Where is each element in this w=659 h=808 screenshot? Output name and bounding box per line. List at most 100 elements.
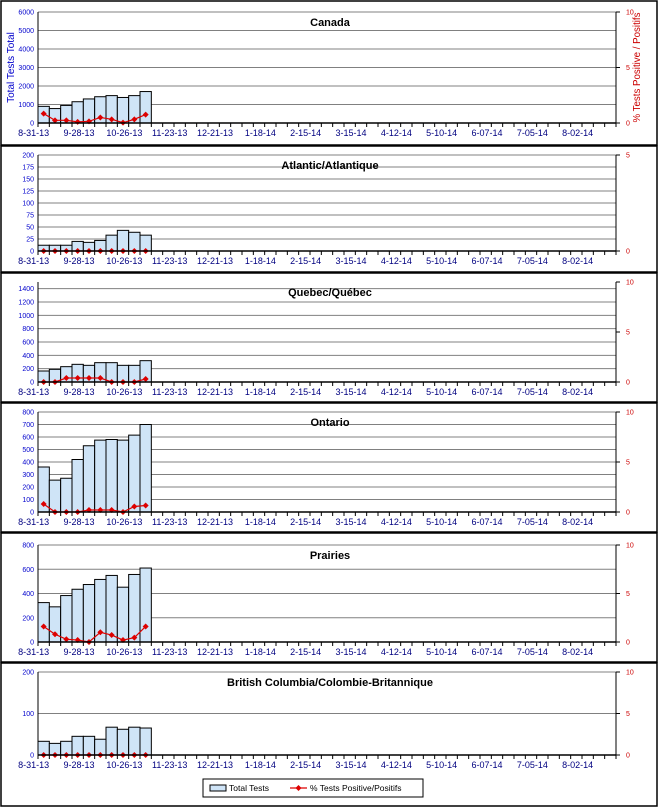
legend: Total Tests % Tests Positive/Positifs xyxy=(202,778,424,798)
y-tick-label: 500 xyxy=(22,447,34,454)
y-tick-label: 800 xyxy=(22,410,34,417)
point-pct-positive xyxy=(63,375,70,381)
panel-frame xyxy=(0,145,658,273)
x-tick-label: 7-05-14 xyxy=(517,760,548,770)
y-tick-label: 700 xyxy=(22,422,34,429)
point-pct-positive xyxy=(40,623,47,630)
y-tick-label: 300 xyxy=(22,472,34,479)
x-tick-label: 12-21-13 xyxy=(197,760,233,770)
x-tick-label: 8-02-14 xyxy=(562,387,593,397)
y-tick-label: 600 xyxy=(22,340,34,347)
x-tick-label: 11-23-13 xyxy=(152,128,187,138)
x-tick-label: 4-12-14 xyxy=(381,256,412,266)
bar-total-tests xyxy=(48,479,62,513)
y-tick-label: 600 xyxy=(22,435,34,442)
y-tick-label: 125 xyxy=(22,189,34,196)
x-tick-label: 7-05-14 xyxy=(517,256,548,266)
y2-tick-label: 0 xyxy=(626,121,630,128)
y2-tick-label: 10 xyxy=(626,543,634,550)
panel-title: Quebec/Québec xyxy=(288,287,372,299)
y-tick-label: 200 xyxy=(22,366,34,373)
bar-total-tests xyxy=(82,445,96,513)
y2-tick-label: 0 xyxy=(626,380,630,387)
bar-total-tests xyxy=(60,595,73,643)
x-tick-label: 4-12-14 xyxy=(381,647,412,657)
y-tick-label: 1200 xyxy=(18,300,34,307)
y-tick-label: 0 xyxy=(30,380,34,387)
y-tick-label: 175 xyxy=(22,165,34,172)
y2-tick-label: 5 xyxy=(626,153,630,160)
x-tick-label: 3-15-14 xyxy=(335,256,366,266)
y-tick-label: 0 xyxy=(30,640,34,647)
x-tick-label: 1-18-14 xyxy=(245,387,276,397)
x-tick-label: 11-23-13 xyxy=(152,760,187,770)
x-tick-label: 2-15-14 xyxy=(290,256,321,266)
x-tick-label: 8-31-13 xyxy=(18,647,49,657)
point-pct-positive xyxy=(142,502,149,509)
x-tick-label: 3-15-14 xyxy=(335,128,366,138)
x-tick-label: 6-07-14 xyxy=(471,760,502,770)
point-pct-positive xyxy=(63,117,70,124)
y-tick-label: 0 xyxy=(30,510,34,517)
panel-quebec-qu-bec: 0 200 400 600 800 1000 1200 1400 0 5 10 8-31-13 9-28… xyxy=(0,272,658,403)
x-tick-label: 1-18-14 xyxy=(245,647,276,657)
x-tick-label: 8-31-13 xyxy=(18,517,49,527)
y-tick-label: 400 xyxy=(22,353,34,360)
x-tick-label: 7-05-14 xyxy=(517,128,548,138)
y2-tick-label: 0 xyxy=(626,510,630,517)
bar-total-tests xyxy=(116,439,130,513)
panel-frame xyxy=(0,272,658,403)
point-pct-positive xyxy=(52,117,58,124)
x-tick-label: 8-31-13 xyxy=(18,128,49,138)
y2-tick-label: 0 xyxy=(626,640,630,647)
x-tick-label: 2-15-14 xyxy=(290,128,321,138)
line-pct-positive xyxy=(43,625,147,643)
point-pct-positive xyxy=(52,631,58,638)
y2-axis-title: % Tests Positive / Positifs xyxy=(632,13,643,123)
panel-frame xyxy=(0,532,658,663)
point-pct-positive xyxy=(97,114,104,121)
bar-total-tests xyxy=(71,588,84,643)
x-tick-label: 5-10-14 xyxy=(426,647,457,657)
y2-tick-label: 0 xyxy=(626,753,630,760)
x-tick-label: 2-15-14 xyxy=(290,387,321,397)
x-tick-label: 8-02-14 xyxy=(562,128,593,138)
y-tick-label: 100 xyxy=(22,711,34,718)
y-tick-label: 6000 xyxy=(18,10,34,17)
bar-total-tests xyxy=(116,96,130,124)
point-pct-positive xyxy=(97,375,104,381)
x-tick-label: 6-07-14 xyxy=(471,128,502,138)
x-tick-label: 9-28-13 xyxy=(63,760,94,770)
bar-total-tests xyxy=(105,439,118,513)
x-tick-label: 11-23-13 xyxy=(152,256,187,266)
y-tick-label: 400 xyxy=(22,460,34,467)
y-tick-label: 800 xyxy=(22,543,34,550)
y-tick-label: 200 xyxy=(22,153,34,160)
x-tick-label: 6-07-14 xyxy=(471,256,502,266)
panel-prairies: 0 200 400 600 800 0 5 10 8-31-13 9-28-13 10-26-13 1… xyxy=(0,532,658,663)
x-tick-label: 11-23-13 xyxy=(152,647,187,657)
legend-label-total-tests: Total Tests xyxy=(229,783,269,793)
x-tick-label: 6-07-14 xyxy=(471,647,502,657)
panel-british-columbia-colombie-britannique: 0 100 200 0 5 10 8-31-13 9-28-13 10-26-13 11-23-1… xyxy=(0,662,658,807)
x-tick-label: 9-28-13 xyxy=(63,387,94,397)
x-tick-label: 3-15-14 xyxy=(335,647,366,657)
x-tick-label: 9-28-13 xyxy=(63,647,94,657)
y2-tick-label: 10 xyxy=(626,410,634,417)
point-pct-positive xyxy=(142,623,149,630)
y-tick-label: 150 xyxy=(22,177,34,184)
panel-title: British Columbia/Colombie-Britannique xyxy=(227,677,433,689)
line-pct-positive xyxy=(43,113,146,124)
legend-label-pct-positive: % Tests Positive/Positifs xyxy=(310,783,402,793)
x-tick-label: 10-26-13 xyxy=(106,128,142,138)
point-pct-positive xyxy=(74,375,81,381)
y-tick-label: 600 xyxy=(22,567,34,574)
x-tick-label: 2-15-14 xyxy=(290,647,321,657)
y-tick-label: 75 xyxy=(26,213,34,220)
panel-title: Canada xyxy=(310,17,351,29)
bar-total-tests xyxy=(116,229,130,252)
point-pct-positive xyxy=(131,503,138,510)
bar-total-tests xyxy=(105,574,118,643)
x-tick-label: 4-12-14 xyxy=(381,517,412,527)
y-tick-label: 2000 xyxy=(18,84,34,91)
